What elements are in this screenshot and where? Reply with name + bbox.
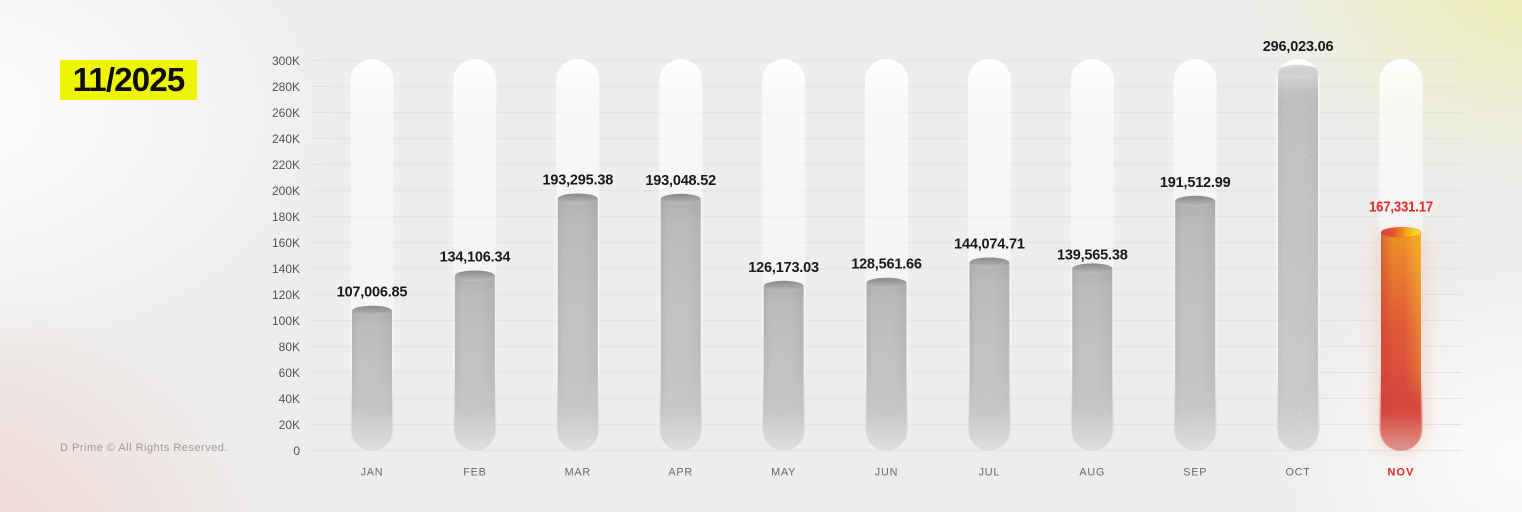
svg-text:220K: 220K: [272, 158, 300, 172]
svg-text:134,106.34: 134,106.34: [440, 250, 511, 266]
svg-text:180K: 180K: [272, 210, 300, 224]
svg-text:MAY: MAY: [771, 467, 796, 479]
svg-text:126,173.03: 126,173.03: [748, 260, 819, 276]
svg-text:160K: 160K: [272, 236, 300, 250]
svg-text:JUN: JUN: [875, 467, 898, 479]
svg-text:80K: 80K: [279, 340, 300, 354]
svg-text:128,561.66: 128,561.66: [851, 257, 922, 273]
svg-text:40K: 40K: [279, 392, 300, 406]
svg-text:MAR: MAR: [565, 467, 591, 479]
svg-text:280K: 280K: [272, 80, 300, 94]
svg-text:296,023.06: 296,023.06: [1263, 39, 1334, 55]
svg-text:193,295.38: 193,295.38: [543, 173, 614, 189]
svg-text:191,512.99: 191,512.99: [1160, 175, 1231, 191]
svg-text:60K: 60K: [279, 366, 300, 380]
svg-text:139,565.38: 139,565.38: [1057, 247, 1128, 263]
svg-text:120K: 120K: [272, 288, 300, 302]
svg-text:JUL: JUL: [979, 467, 1001, 479]
svg-text:SEP: SEP: [1183, 467, 1207, 479]
svg-text:APR: APR: [668, 467, 693, 479]
svg-text:JAN: JAN: [361, 467, 384, 479]
svg-text:NOV: NOV: [1388, 467, 1415, 479]
svg-text:260K: 260K: [272, 106, 300, 120]
svg-text:300K: 300K: [272, 54, 300, 68]
svg-text:OCT: OCT: [1285, 467, 1310, 479]
svg-text:20K: 20K: [279, 418, 300, 432]
svg-text:193,048.52: 193,048.52: [645, 173, 716, 189]
svg-text:FEB: FEB: [463, 467, 486, 479]
svg-text:0: 0: [293, 444, 300, 458]
svg-text:100K: 100K: [272, 314, 300, 328]
svg-text:144,074.71: 144,074.71: [954, 237, 1025, 253]
svg-text:140K: 140K: [272, 262, 300, 276]
svg-text:240K: 240K: [272, 132, 300, 146]
svg-text:107,006.85: 107,006.85: [337, 285, 408, 301]
svg-text:200K: 200K: [272, 184, 300, 198]
svg-text:AUG: AUG: [1079, 467, 1105, 479]
svg-text:167,331.17: 167,331.17: [1369, 198, 1433, 215]
